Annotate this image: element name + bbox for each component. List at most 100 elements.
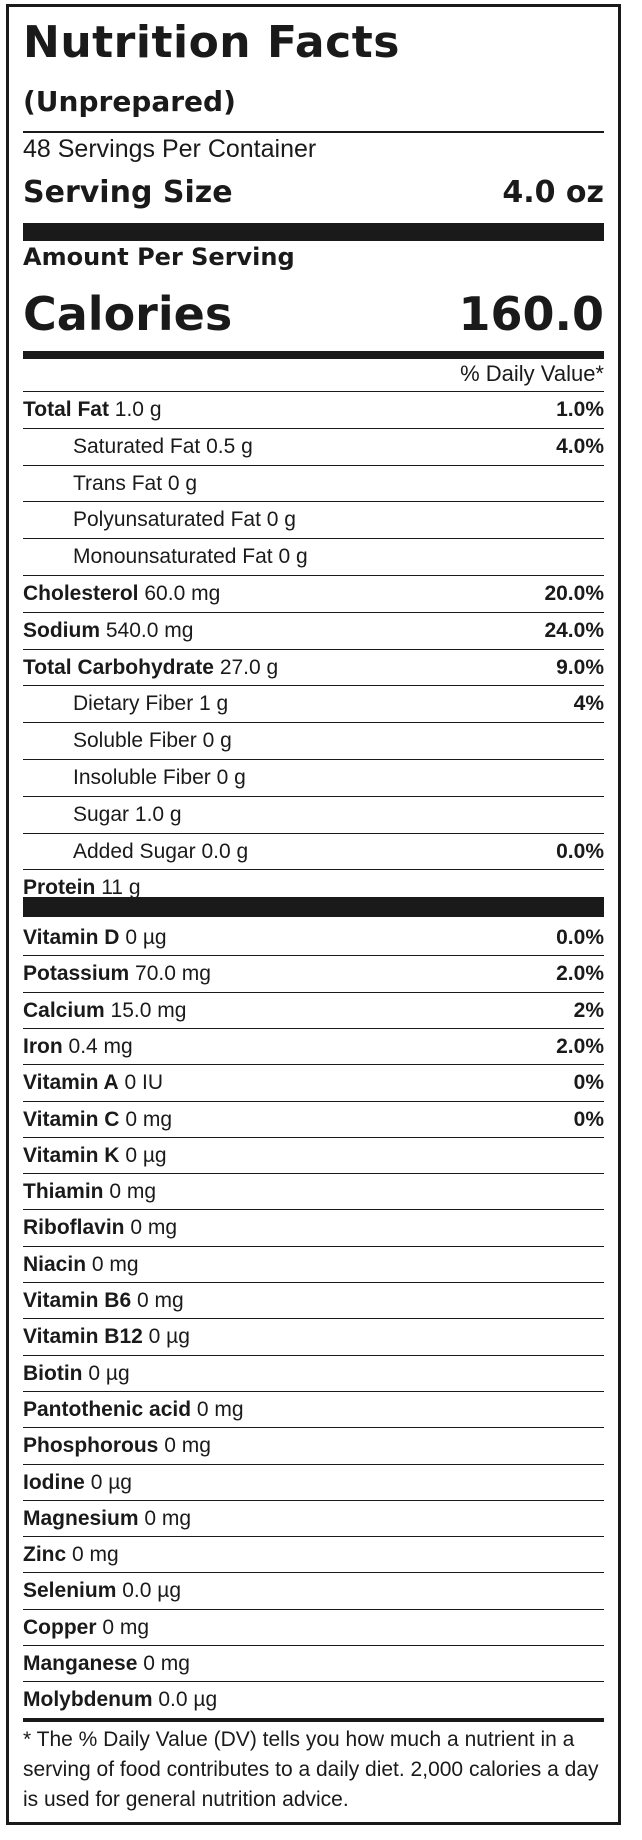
nutrient-name: Zinc 0 mg	[23, 1543, 119, 1567]
nutrient-amount: 0 g	[167, 471, 198, 495]
daily-value-percent: 4%	[573, 692, 604, 716]
nutrient-row: Niacin 0 mg	[23, 1245, 604, 1283]
nutrient-name: Vitamin B12 0 µg	[23, 1325, 190, 1349]
nutrient-label: Sugar	[73, 802, 130, 826]
nutrient-name: Selenium 0.0 µg	[23, 1579, 181, 1603]
nutrient-name: Polyunsaturated Fat 0 g	[23, 508, 296, 532]
nutrient-label: Cholesterol	[23, 582, 139, 605]
nutrient-label: Biotin	[23, 1361, 83, 1385]
nutrient-row: Pantothenic acid 0 mg	[23, 1390, 604, 1428]
nutrient-name: Thiamin 0 mg	[23, 1180, 156, 1204]
daily-value-percent: 9.0%	[556, 655, 604, 679]
serving-size-row: Serving Size 4.0 oz	[23, 175, 604, 210]
nutrient-name: Vitamin C 0 mg	[23, 1108, 172, 1132]
nutrient-label: Potassium	[23, 962, 130, 986]
nutrient-name: Manganese 0 mg	[23, 1652, 190, 1676]
nutrient-label: Selenium	[23, 1579, 117, 1603]
nutrient-row: Magnesium 0 mg	[23, 1499, 604, 1537]
nutrient-row: Total Carbohydrate 27.0 g 9.0%	[23, 648, 604, 686]
nutrient-row: Copper 0 mg	[23, 1608, 604, 1646]
nutrient-label: Soluble Fiber	[73, 729, 197, 753]
nutrient-label: Total Fat	[23, 398, 109, 421]
nutrient-amount: 0 mg	[109, 1180, 157, 1204]
nutrient-label: Total Carbohydrate	[23, 655, 214, 679]
nutrient-label: Iodine	[23, 1470, 85, 1494]
nutrient-row: Cholesterol 60.0 mg 20.0%	[23, 575, 604, 612]
nutrient-row: Iron 0.4 mg 2.0%	[23, 1027, 604, 1065]
nutrient-amount: 0 mg	[143, 1652, 190, 1675]
nutrient-label: Added Sugar	[73, 839, 196, 863]
nutrient-label: Vitamin A	[23, 1071, 119, 1095]
nutrient-name: Trans Fat 0 g	[23, 472, 197, 496]
nutrient-amount: 60.0 mg	[144, 582, 221, 605]
nutrient-row: Selenium 0.0 µg	[23, 1572, 604, 1609]
nutrient-label: Insoluble Fiber	[73, 766, 211, 789]
nutrient-row: Added Sugar 0.0 g 0.0%	[23, 832, 604, 870]
nutrient-name: Riboflavin 0 mg	[23, 1216, 177, 1240]
nutrient-row: Vitamin B6 0 mg	[23, 1282, 604, 1319]
daily-value-percent: 0%	[573, 1071, 604, 1095]
nutrient-row: Manganese 0 mg	[23, 1645, 604, 1682]
footnote-divider	[23, 1718, 604, 1722]
nutrient-name: Iodine 0 µg	[23, 1471, 132, 1495]
nutrient-row: Vitamin C 0 mg 0%	[23, 1100, 604, 1138]
nutrient-name: Copper 0 mg	[23, 1616, 149, 1640]
servings-per-container: 48 Servings Per Container	[23, 135, 317, 163]
nutrient-row: Phosphorous 0 mg	[23, 1427, 604, 1464]
nutrient-name: Added Sugar 0.0 g	[23, 840, 248, 864]
thick-divider	[23, 223, 604, 241]
serving-size-value: 4.0 oz	[502, 175, 604, 210]
nutrient-amount: 1.0 g	[114, 398, 162, 421]
nutrient-amount: 0 mg	[130, 1216, 178, 1240]
nutrient-row: Thiamin 0 mg	[23, 1173, 604, 1210]
nutrient-name: Cholesterol 60.0 mg	[23, 582, 220, 606]
nutrient-row: Polyunsaturated Fat 0 g	[23, 501, 604, 538]
label-subtitle: (Unprepared)	[23, 85, 236, 118]
nutrient-label: Magnesium	[23, 1506, 139, 1530]
nutrient-name: Iron 0.4 mg	[23, 1035, 133, 1059]
nutrient-label: Trans Fat	[73, 471, 163, 495]
nutrient-name: Total Fat 1.0 g	[23, 398, 162, 422]
calories-row: Calories 160.0	[23, 291, 604, 337]
nutrient-amount: 0 g	[202, 729, 232, 753]
nutrient-amount: 15.0 mg	[110, 998, 187, 1022]
nutrient-amount: 11 g	[101, 876, 141, 900]
nutrient-name: Phosphorous 0 mg	[23, 1434, 211, 1458]
nutrient-row: Insoluble Fiber 0 g	[23, 759, 604, 796]
nutrient-amount: 70.0 mg	[135, 962, 211, 986]
nutrient-amount: 0 mg	[91, 1252, 139, 1276]
nutrient-row: Protein 11 g	[23, 869, 604, 906]
nutrient-label: Manganese	[23, 1652, 138, 1675]
nutrient-label: Phosphorous	[23, 1434, 159, 1458]
nutrient-amount: 0 g	[266, 508, 296, 532]
nutrient-row: Sugar 1.0 g	[23, 795, 604, 833]
nutrient-amount: 0 mg	[125, 1107, 172, 1131]
nutrient-row: Molybdenum 0.0 µg	[23, 1681, 604, 1718]
nutrient-row: Monounsaturated Fat 0 g	[23, 538, 604, 575]
nutrient-name: Niacin 0 mg	[23, 1253, 139, 1277]
nutrient-name: Vitamin B6 0 mg	[23, 1289, 184, 1313]
amount-per-serving: Amount Per Serving	[23, 243, 295, 271]
nutrient-label: Vitamin D	[23, 925, 120, 949]
nutrient-name: Vitamin D 0 µg	[23, 926, 167, 950]
nutrient-name: Vitamin K 0 µg	[23, 1144, 167, 1168]
nutrient-amount: 1.0 g	[134, 802, 182, 826]
nutrient-amount: 27.0 g	[219, 655, 279, 679]
nutrient-label: Vitamin B12	[23, 1325, 143, 1349]
nutrient-amount: 0.5 g	[206, 434, 253, 458]
calories-value: 160.0	[458, 287, 604, 341]
nutrient-amount: 0 mg	[137, 1289, 184, 1312]
nutrient-amount: 0 µg	[88, 1361, 130, 1385]
nutrient-row: Riboflavin 0 mg	[23, 1209, 604, 1246]
daily-value-percent: 1.0%	[556, 398, 604, 421]
nutrient-amount: 0 µg	[148, 1325, 190, 1349]
nutrient-amount: 0.0 µg	[122, 1579, 182, 1603]
nutrient-row: Potassium 70.0 mg 2.0%	[23, 955, 604, 992]
nutrient-row: Trans Fat 0 g	[23, 464, 604, 502]
nutrient-amount: 0 µg	[125, 1143, 167, 1167]
nutrient-amount: 0 mg	[196, 1397, 244, 1421]
nutrient-amount: 0 IU	[124, 1071, 164, 1095]
nutrient-amount: 0 g	[278, 545, 308, 569]
nutrient-amount: 0 g	[216, 766, 246, 789]
nutrient-label: Riboflavin	[23, 1216, 125, 1240]
